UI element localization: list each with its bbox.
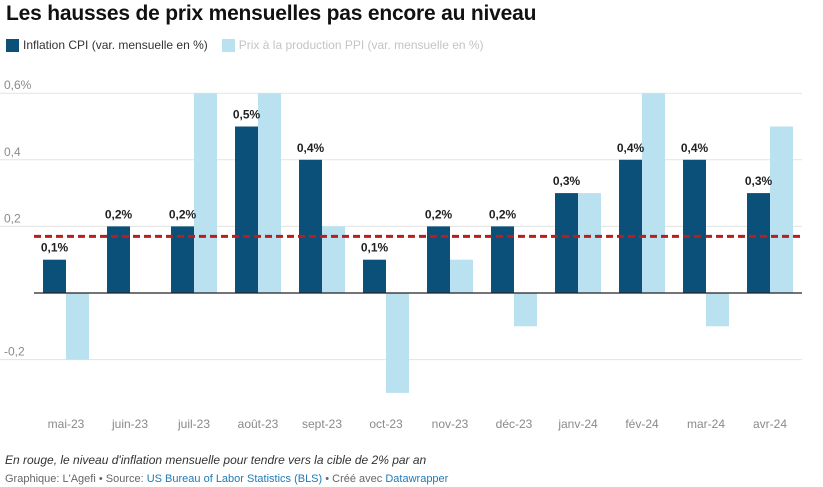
bar-cpi: [747, 193, 770, 293]
data-label-cpi: 0,4%: [617, 141, 645, 155]
data-label-cpi: 0,1%: [361, 241, 389, 255]
legend-swatch-ppi: [221, 38, 235, 52]
x-tick-label: avr-24: [753, 417, 787, 431]
footer-separator: •: [322, 473, 333, 485]
x-tick-label: nov-23: [432, 417, 469, 431]
x-tick-label: août-23: [238, 417, 279, 431]
bar-ppi: [450, 259, 473, 293]
data-label-cpi: 0,2%: [105, 207, 133, 221]
legend-label-cpi: Inflation CPI (var. mensuelle en %): [23, 38, 208, 52]
data-label-cpi: 0,5%: [233, 108, 261, 122]
bar-ppi: [642, 93, 665, 293]
bar-ppi: [770, 126, 793, 293]
data-label-cpi: 0,1%: [41, 241, 69, 255]
bar-cpi: [235, 126, 258, 293]
chart-title: Les hausses de prix mensuelles pas encor…: [6, 2, 537, 25]
footer-graphic: Graphique: L'Agefi: [5, 473, 96, 485]
x-tick-label: sept-23: [302, 417, 342, 431]
data-label-cpi: 0,4%: [297, 141, 325, 155]
x-tick-label: juin-23: [111, 417, 148, 431]
x-tick-label: oct-23: [369, 417, 403, 431]
chart-note: En rouge, le niveau d'inflation mensuell…: [5, 453, 427, 467]
bar-ppi: [386, 293, 409, 393]
chart-footer: Graphique: L'Agefi • Source: US Bureau o…: [5, 473, 448, 485]
data-label-cpi: 0,2%: [489, 207, 517, 221]
data-label-cpi: 0,2%: [425, 207, 453, 221]
bar-cpi: [299, 159, 322, 293]
data-label-cpi: 0,2%: [169, 207, 197, 221]
bar-cpi: [171, 226, 194, 293]
data-label-cpi: 0,4%: [681, 141, 709, 155]
x-tick-label: fév-24: [625, 417, 659, 431]
x-tick-label: déc-23: [496, 417, 533, 431]
x-tick-label: janv-24: [557, 417, 598, 431]
bar-ppi: [706, 293, 729, 327]
bar-cpi: [619, 159, 642, 293]
bar-ppi: [514, 293, 537, 327]
bar-chart: 0,6% 0,4 0,2 -0,2 0,1% mai-23 0,2% juin-23 0,2% j…: [0, 78, 802, 431]
legend-item-ppi: Prix à la production PPI (var. mensuelle…: [221, 38, 484, 52]
y-tick-label: 0,2: [4, 211, 21, 225]
y-tick-label: -0,2: [4, 345, 25, 359]
legend-swatch-cpi: [6, 38, 19, 52]
data-label-cpi: 0,3%: [745, 174, 773, 188]
x-tick-label: mar-24: [687, 417, 725, 431]
bar-cpi: [107, 226, 130, 293]
legend-label-ppi: Prix à la production PPI (var. mensuelle…: [238, 38, 484, 52]
x-tick-label: juil-23: [177, 417, 210, 431]
bar-cpi: [555, 193, 578, 293]
bar-cpi: [683, 159, 706, 293]
bar-cpi: [363, 259, 386, 293]
y-tick-label: 0,6%: [4, 78, 32, 92]
y-tick-label: 0,4: [4, 145, 21, 159]
bar-ppi: [578, 193, 601, 293]
footer-datawrapper-link[interactable]: Datawrapper: [385, 473, 449, 485]
footer-source-prefix: Source:: [105, 473, 147, 485]
bar-cpi: [427, 226, 450, 293]
footer-created-prefix: Créé avec: [332, 473, 386, 485]
footer-source-link[interactable]: US Bureau of Labor Statistics (BLS): [146, 473, 323, 485]
footer-separator: •: [95, 473, 106, 485]
bar-ppi: [66, 293, 89, 360]
bar-ppi: [322, 226, 345, 293]
data-label-cpi: 0,3%: [553, 174, 581, 188]
x-tick-label: mai-23: [48, 417, 85, 431]
bar-ppi: [194, 93, 217, 293]
legend-item-cpi: Inflation CPI (var. mensuelle en %): [6, 38, 208, 52]
bar-cpi: [43, 259, 66, 293]
bar-cpi: [491, 226, 514, 293]
bar-ppi: [258, 93, 281, 293]
legend: Inflation CPI (var. mensuelle en %) Prix…: [6, 38, 498, 52]
